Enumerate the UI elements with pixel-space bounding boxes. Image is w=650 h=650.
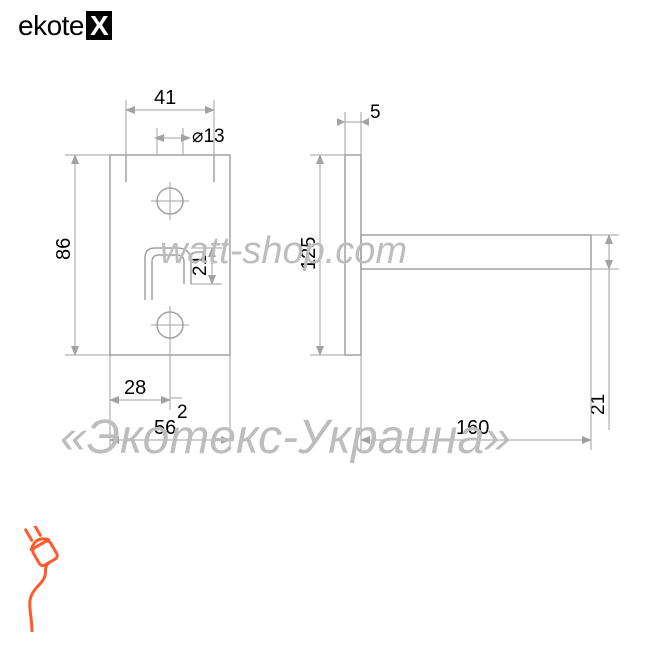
dim-86: 86 (53, 238, 75, 260)
dim-5: 5 (370, 102, 381, 123)
brand-logo: ekoteX (18, 10, 112, 42)
dim-28: 28 (124, 377, 146, 399)
dim-41: 41 (154, 87, 176, 109)
dim-2: 2 (177, 402, 188, 423)
technical-drawing: 41 ⌀13 86 21 28 2 (0, 0, 650, 650)
logo-text: ekote (18, 10, 84, 41)
dim-dia13: ⌀13 (192, 126, 225, 147)
logo-accent: X (86, 11, 112, 40)
dim-56: 56 (154, 417, 176, 439)
dim-125: 125 (298, 237, 320, 270)
side-view (345, 155, 591, 355)
dim-160: 160 (456, 417, 489, 439)
plug-icon (22, 526, 78, 632)
dim-21a: 21 (190, 255, 211, 276)
